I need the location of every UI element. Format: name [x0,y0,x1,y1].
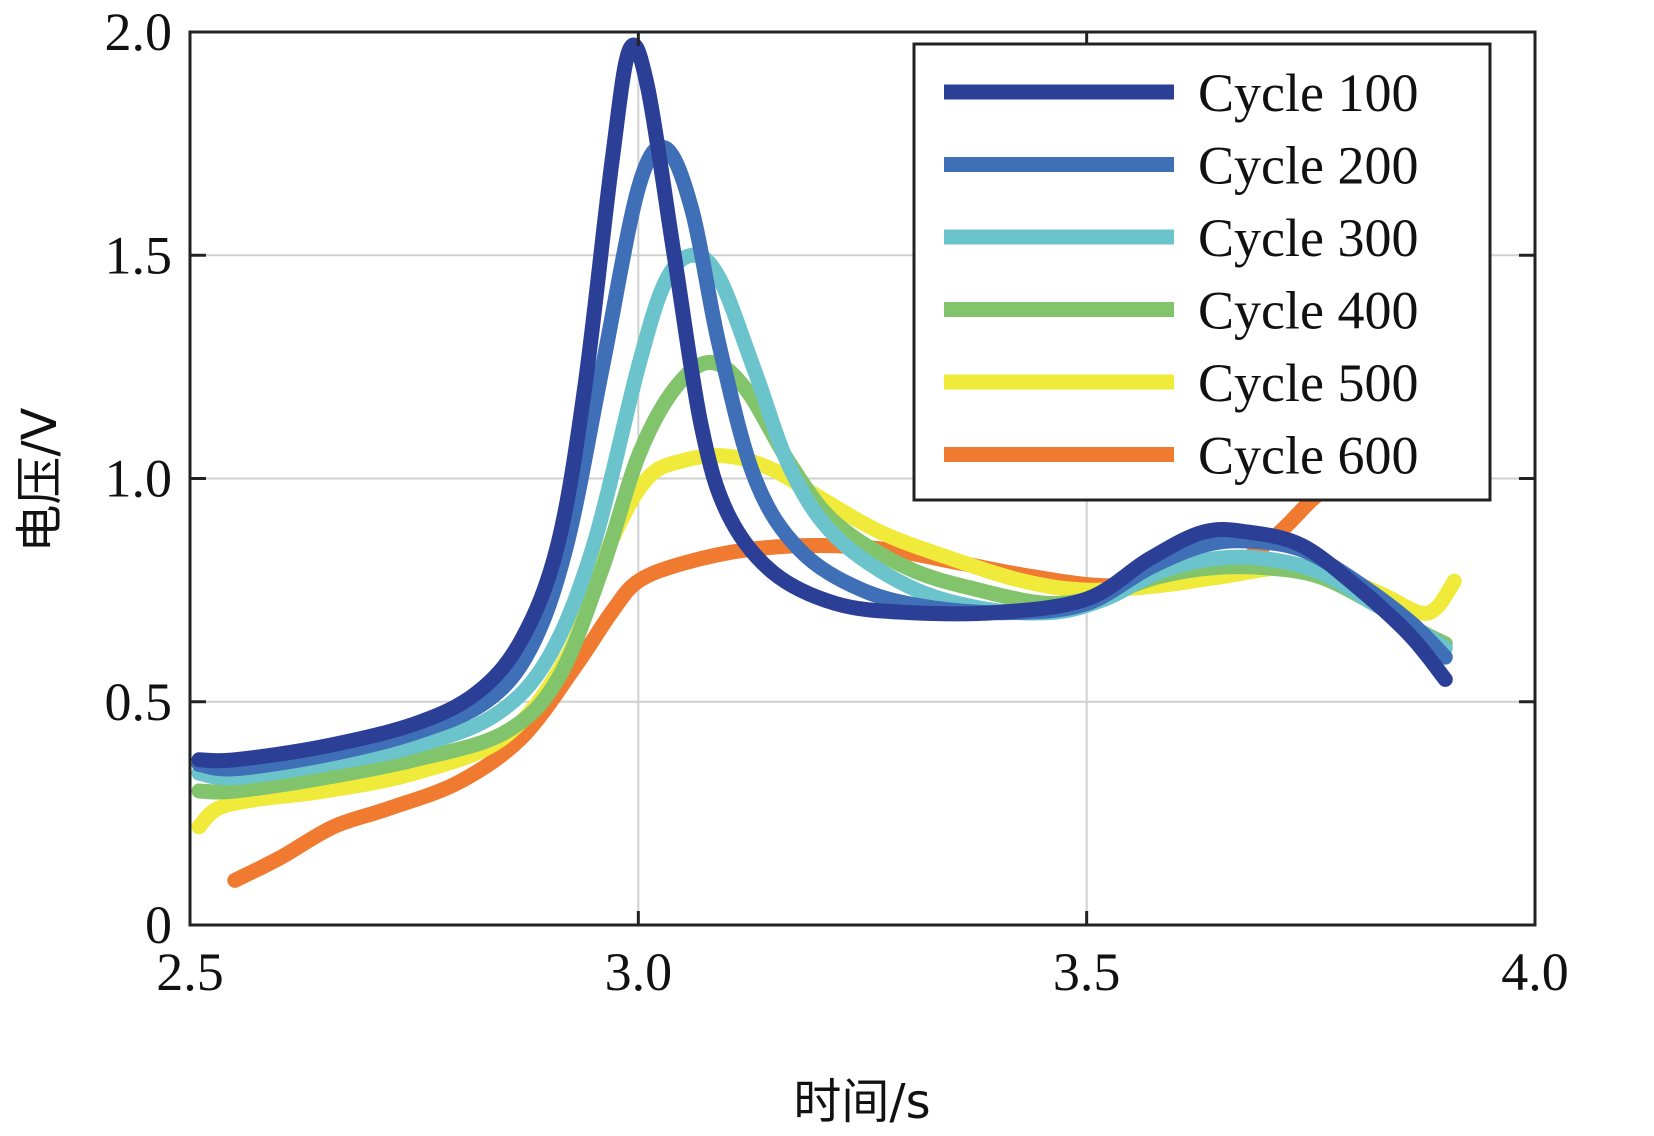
legend-label: Cycle 600 [1198,426,1418,486]
y-axis-label: 电压/V [12,407,68,552]
x-axis-label: 时间/s [793,1074,930,1130]
y-tick-label: 1.5 [105,225,173,285]
series-line-cycle-300 [191,247,1453,786]
legend-label: Cycle 300 [1198,208,1418,268]
series-lines [191,37,1462,888]
y-tick-label: 1.0 [105,449,173,509]
x-tick-labels: 2.5 3.0 3.5 4.0 [156,942,1569,1002]
x-tick-label: 3.5 [1053,942,1121,1002]
y-tick-label: 0.5 [105,672,173,732]
series-line-cycle-100 [191,37,1453,769]
legend-item-cycle-400: Cycle 400 [944,281,1418,341]
legend-item-cycle-500: Cycle 500 [944,353,1418,413]
legend-box [912,42,1492,502]
x-tick-label: 2.5 [156,942,224,1002]
legend-label: Cycle 500 [1198,353,1418,413]
y-tick-label: 2.0 [105,2,173,62]
legend-item-cycle-100: Cycle 100 [944,63,1418,123]
y-tick-label: 0 [145,895,172,955]
legend-label: Cycle 400 [1198,281,1418,341]
legend-label: Cycle 200 [1198,136,1418,196]
legend-item-cycle-200: Cycle 200 [944,136,1418,196]
legend: Cycle 100 Cycle 200 Cycle 300 Cycle 400 Cycl… [912,42,1492,502]
legend-label: Cycle 100 [1198,63,1418,123]
y-tick-labels: 0 0.5 1.0 1.5 2.0 [105,2,173,955]
axis-ticks [188,30,1537,927]
series-line-cycle-200 [191,139,1453,777]
x-tick-label: 4.0 [1501,942,1569,1002]
legend-item-cycle-300: Cycle 300 [944,208,1418,268]
legend-item-cycle-600: Cycle 600 [944,426,1418,486]
x-tick-label: 3.0 [605,942,673,1002]
